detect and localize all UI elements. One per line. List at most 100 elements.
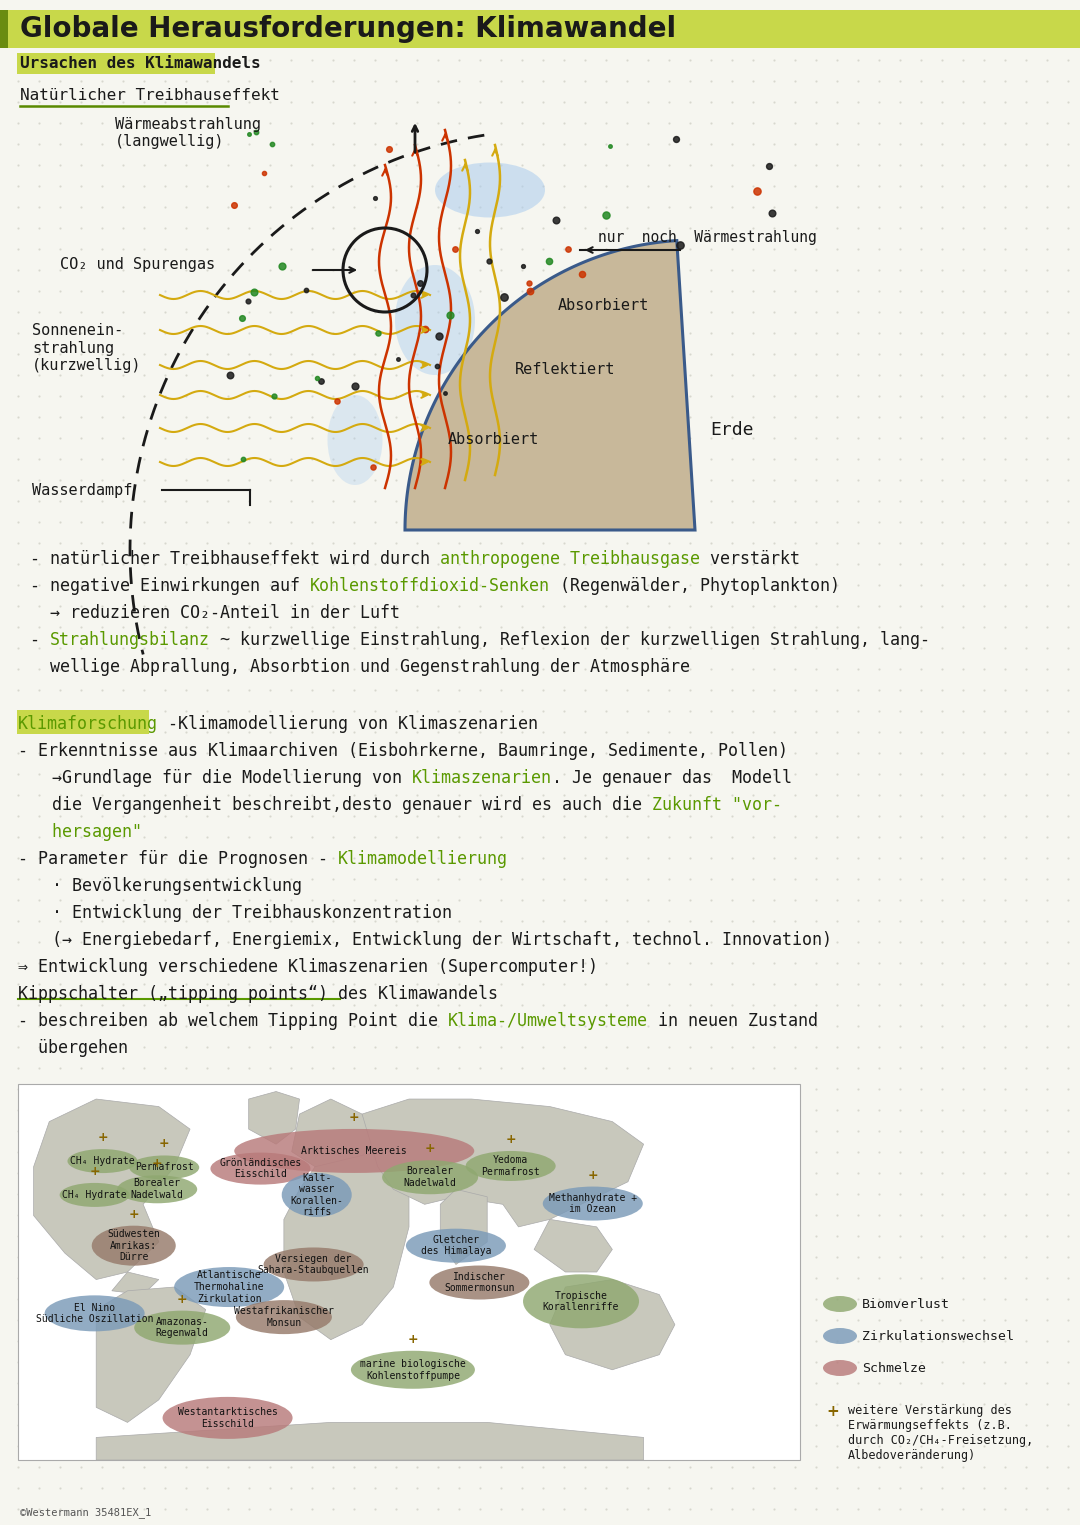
Text: Methanhydrate +
im Ozean: Methanhydrate + im Ozean <box>549 1193 637 1214</box>
Text: Kalt-
wasser
Korallen-
riffs: Kalt- wasser Korallen- riffs <box>291 1173 343 1217</box>
Text: (→ Energiebedarf, Energiemix, Entwicklung der Wirtschaft, technol. Innovation): (→ Energiebedarf, Energiemix, Entwicklun… <box>32 930 832 949</box>
Text: · Entwicklung der Treibhauskonzentration: · Entwicklung der Treibhauskonzentration <box>32 904 453 923</box>
Ellipse shape <box>174 1267 284 1307</box>
Text: +: + <box>159 1138 170 1150</box>
Ellipse shape <box>92 1226 176 1266</box>
Polygon shape <box>33 1100 190 1279</box>
Text: +: + <box>129 1208 139 1220</box>
Polygon shape <box>292 1100 378 1167</box>
FancyBboxPatch shape <box>17 711 149 734</box>
Text: Klimamodellierung: Klimamodellierung <box>338 849 508 868</box>
Text: - Erkenntnisse aus Klimaarchiven (Eisbohrkerne, Baumringe, Sedimente, Pollen): - Erkenntnisse aus Klimaarchiven (Eisboh… <box>18 743 788 759</box>
Polygon shape <box>535 1220 612 1272</box>
Text: wellige Abprallung, Absorbtion und Gegenstrahlung der Atmosphäre: wellige Abprallung, Absorbtion und Gegen… <box>30 657 690 676</box>
Text: - natürlicher Treibhauseffekt wird durch: - natürlicher Treibhauseffekt wird durch <box>30 551 440 567</box>
Text: Sonnenein-
strahlung
(kurzwellig): Sonnenein- strahlung (kurzwellig) <box>32 323 141 374</box>
Text: Schmelze: Schmelze <box>862 1362 926 1374</box>
Text: . Je genauer das  Modell: . Je genauer das Modell <box>552 769 792 787</box>
Text: → reduzieren CO₂-Anteil in der Luft: → reduzieren CO₂-Anteil in der Luft <box>30 604 400 622</box>
Text: Klimaforschung: Klimaforschung <box>18 715 158 734</box>
Text: Borealer
Nadelwald: Borealer Nadelwald <box>131 1179 184 1200</box>
Text: Permafrost: Permafrost <box>135 1162 193 1173</box>
Text: Absorbiert: Absorbiert <box>448 433 539 447</box>
Text: Ursachen des Klimawandels: Ursachen des Klimawandels <box>21 56 260 72</box>
Text: +: + <box>152 1157 162 1170</box>
Text: verstärkt: verstärkt <box>700 551 800 567</box>
Text: +: + <box>177 1293 188 1305</box>
Polygon shape <box>550 1279 675 1369</box>
Text: Amazonas-
Regenwald: Amazonas- Regenwald <box>156 1318 208 1339</box>
Text: Reflektiert: Reflektiert <box>515 363 616 378</box>
Text: →Grundlage für die Modellierung von: →Grundlage für die Modellierung von <box>32 769 411 787</box>
Text: ©Westermann 35481EX_1: ©Westermann 35481EX_1 <box>21 1507 151 1517</box>
Polygon shape <box>405 241 696 531</box>
Text: weitere Verstärkung des
Erwärmungseffekts (z.B.
durch CO₂/CH₄-Freisetzung,
Albed: weitere Verstärkung des Erwärmungseffekt… <box>848 1405 1034 1462</box>
Text: Kohlenstoffdioxid-Senken: Kohlenstoffdioxid-Senken <box>310 576 550 595</box>
Text: Versiegen der
Sahara-Staubquellen: Versiegen der Sahara-Staubquellen <box>258 1254 369 1275</box>
Text: Klimaszenarien: Klimaszenarien <box>411 769 552 787</box>
Text: Zirkulationswechsel: Zirkulationswechsel <box>862 1330 1014 1342</box>
Text: anthropogene Treibhausgase: anthropogene Treibhausgase <box>440 551 700 567</box>
Text: Yedoma
Permafrost: Yedoma Permafrost <box>482 1154 540 1177</box>
Polygon shape <box>362 1100 644 1228</box>
Ellipse shape <box>163 1397 293 1440</box>
Text: ~ kurzwellige Einstrahlung, Reflexion der kurzwelligen Strahlung, lang-: ~ kurzwellige Einstrahlung, Reflexion de… <box>210 631 930 650</box>
Text: (Regenwälder, Phytoplankton): (Regenwälder, Phytoplankton) <box>550 576 840 595</box>
Text: CH₄ Hydrate: CH₄ Hydrate <box>63 1190 127 1200</box>
Ellipse shape <box>134 1310 230 1345</box>
Text: +: + <box>424 1142 435 1156</box>
Text: · Bevölkerungsentwicklung: · Bevölkerungsentwicklung <box>32 877 302 895</box>
Ellipse shape <box>235 1301 332 1334</box>
Ellipse shape <box>823 1360 858 1376</box>
Polygon shape <box>441 1190 487 1264</box>
FancyBboxPatch shape <box>0 11 8 47</box>
Text: Kippschalter („tipping points“) des Klimawandels: Kippschalter („tipping points“) des Klim… <box>18 985 498 1003</box>
Text: -: - <box>30 631 50 650</box>
Text: Erde: Erde <box>710 421 754 439</box>
Text: Biomverlust: Biomverlust <box>862 1298 950 1310</box>
Text: CH₄ Hydrate: CH₄ Hydrate <box>70 1156 135 1167</box>
Text: marine biologische
Kohlenstoffpumpe: marine biologische Kohlenstoffpumpe <box>360 1359 465 1380</box>
Ellipse shape <box>44 1295 145 1331</box>
FancyBboxPatch shape <box>17 53 215 75</box>
Text: Globale Herausforderungen: Klimawandel: Globale Herausforderungen: Klimawandel <box>21 15 676 43</box>
Text: Arktisches Meereis: Arktisches Meereis <box>301 1145 407 1156</box>
Polygon shape <box>96 1423 644 1459</box>
Text: Zukunft "vor-: Zukunft "vor- <box>652 796 782 814</box>
Ellipse shape <box>234 1128 474 1173</box>
Text: übergehen: übergehen <box>18 1039 129 1057</box>
Text: Strahlungsbilanz: Strahlungsbilanz <box>50 631 210 650</box>
Text: Klima-/Umweltsysteme: Klima-/Umweltsysteme <box>448 1013 648 1029</box>
Text: Wasserdampf: Wasserdampf <box>32 482 133 497</box>
Text: Westantarktisches
Eisschild: Westantarktisches Eisschild <box>177 1408 278 1429</box>
Text: +: + <box>90 1165 100 1177</box>
Text: Westafrikanischer
Monsun: Westafrikanischer Monsun <box>234 1307 334 1328</box>
Text: Absorbiert: Absorbiert <box>558 297 649 313</box>
Text: Tropische
Korallenriffe: Tropische Korallenriffe <box>543 1290 619 1311</box>
Text: die Vergangenheit beschreibt,desto genauer wird es auch die: die Vergangenheit beschreibt,desto genau… <box>32 796 652 814</box>
Text: +: + <box>349 1110 360 1124</box>
Text: in neuen Zustand: in neuen Zustand <box>648 1013 818 1029</box>
Text: El Nino
Südliche Oszillation: El Nino Südliche Oszillation <box>36 1302 153 1324</box>
Ellipse shape <box>327 395 382 485</box>
Text: Gletcher
des Himalaya: Gletcher des Himalaya <box>421 1235 491 1257</box>
Text: - Parameter für die Prognosen -: - Parameter für die Prognosen - <box>18 849 338 868</box>
Text: Südwesten
Amrikas:
Dürre: Südwesten Amrikas: Dürre <box>107 1229 160 1263</box>
Ellipse shape <box>211 1153 310 1185</box>
Text: nur  noch  Wärmestrahlung: nur noch Wärmestrahlung <box>598 230 816 246</box>
Text: - negative Einwirkungen auf: - negative Einwirkungen auf <box>30 576 310 595</box>
Text: -Klimamodellierung von Klimaszenarien: -Klimamodellierung von Klimaszenarien <box>158 715 538 734</box>
Ellipse shape <box>282 1173 352 1217</box>
Ellipse shape <box>395 265 475 375</box>
Text: Borealer
Nadelwald: Borealer Nadelwald <box>404 1167 457 1188</box>
Ellipse shape <box>351 1351 475 1389</box>
Ellipse shape <box>264 1247 364 1281</box>
Ellipse shape <box>118 1176 198 1203</box>
FancyBboxPatch shape <box>18 1084 800 1459</box>
Ellipse shape <box>465 1151 556 1180</box>
Ellipse shape <box>435 163 545 218</box>
Text: Natürlicher Treibhauseffekt: Natürlicher Treibhauseffekt <box>21 88 280 104</box>
Text: Indischer
Sommermonsun: Indischer Sommermonsun <box>444 1272 515 1293</box>
Text: ⇒ Entwicklung verschiedene Klimaszenarien (Supercomputer!): ⇒ Entwicklung verschiedene Klimaszenarie… <box>18 958 598 976</box>
Text: CO₂ und Spurengas: CO₂ und Spurengas <box>60 258 215 273</box>
